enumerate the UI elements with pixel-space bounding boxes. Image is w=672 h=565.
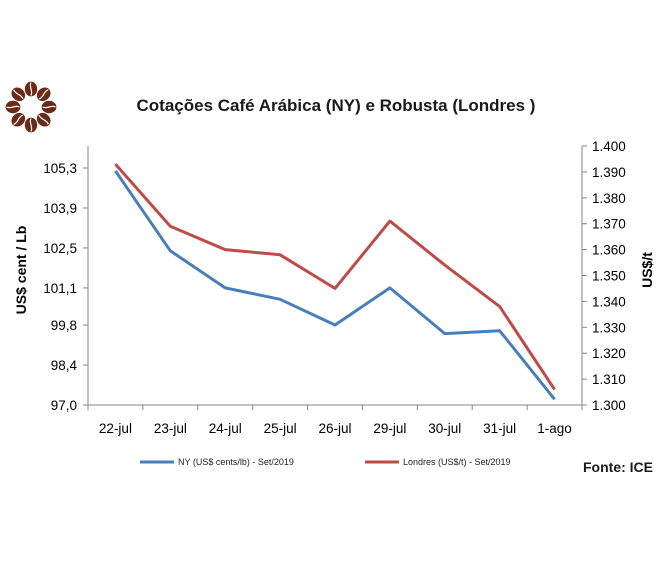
- series-line-londres: [114, 163, 556, 391]
- right-axis-ticks: 1.400 1.390 1.380 1.370 1.360 1.350 1.340 1.330…: [582, 139, 626, 413]
- coffee-bean-icon: [24, 117, 38, 133]
- right-axis-title: US$/t: [639, 252, 655, 288]
- coffee-bean-icon: [11, 112, 26, 127]
- coffee-bean-icon: [41, 100, 57, 114]
- right-tick-label: 1.320: [592, 346, 626, 361]
- coffee-bean-icon: [24, 81, 38, 97]
- right-tick-label: 1.400: [592, 139, 626, 154]
- x-tick-label: 26-jul: [318, 421, 351, 436]
- right-tick-label: 1.370: [592, 217, 626, 232]
- x-tick-label: 1-ago: [537, 421, 572, 436]
- chart-title: Cotações Café Arábica (NY) e Robusta (Lo…: [136, 96, 536, 115]
- x-tick-label: 30-jul: [428, 421, 461, 436]
- x-tick-label: 31-jul: [483, 421, 516, 436]
- coffee-bean-icon: [5, 100, 21, 114]
- coffee-bean-icon: [36, 87, 51, 102]
- left-tick-label: 99,8: [51, 318, 77, 333]
- left-tick-label: 103,9: [43, 201, 77, 216]
- series-line-ny: [114, 170, 556, 401]
- x-tick-label: 23-jul: [154, 421, 187, 436]
- left-tick-label: 98,4: [51, 358, 78, 373]
- legend-label: Londres (US$/t) - Set/2019: [403, 457, 511, 467]
- x-axis-ticks: 22-jul 23-jul 24-jul 25-jul 26-jul 29-jul 30-j…: [87, 405, 583, 436]
- x-tick-label: 22-jul: [99, 421, 132, 436]
- left-tick-label: 102,5: [43, 241, 77, 256]
- coffee-bean-icon: [36, 112, 51, 127]
- right-tick-label: 1.380: [592, 191, 626, 206]
- left-axis-ticks: 105,3 103,9 102,5 101,1 99,8 98,4 97,0: [43, 161, 88, 413]
- legend-label: NY (US$ cents/lb) - Set/2019: [178, 457, 294, 467]
- right-tick-label: 1.390: [592, 165, 626, 180]
- right-tick-label: 1.330: [592, 320, 626, 335]
- chart-axes: [87, 146, 583, 406]
- x-tick-label: 24-jul: [209, 421, 242, 436]
- right-tick-label: 1.310: [592, 372, 626, 387]
- right-tick-label: 1.300: [592, 398, 626, 413]
- source-credit: Fonte: ICE: [583, 459, 653, 475]
- x-tick-label: 29-jul: [373, 421, 406, 436]
- left-tick-label: 101,1: [43, 281, 77, 296]
- chart-legend: NY (US$ cents/lb) - Set/2019 Londres (US$…: [140, 457, 511, 467]
- left-axis-title: US$ cent / Lb: [13, 226, 29, 315]
- left-tick-label: 105,3: [43, 161, 77, 176]
- series-lines: [114, 163, 556, 401]
- x-tick-label: 25-jul: [264, 421, 297, 436]
- right-tick-label: 1.340: [592, 294, 626, 309]
- right-tick-label: 1.360: [592, 243, 626, 258]
- left-tick-label: 97,0: [51, 398, 77, 413]
- right-tick-label: 1.350: [592, 269, 626, 284]
- coffee-bean-icon: [11, 87, 26, 102]
- coffee-beans-logo-icon: [5, 81, 57, 133]
